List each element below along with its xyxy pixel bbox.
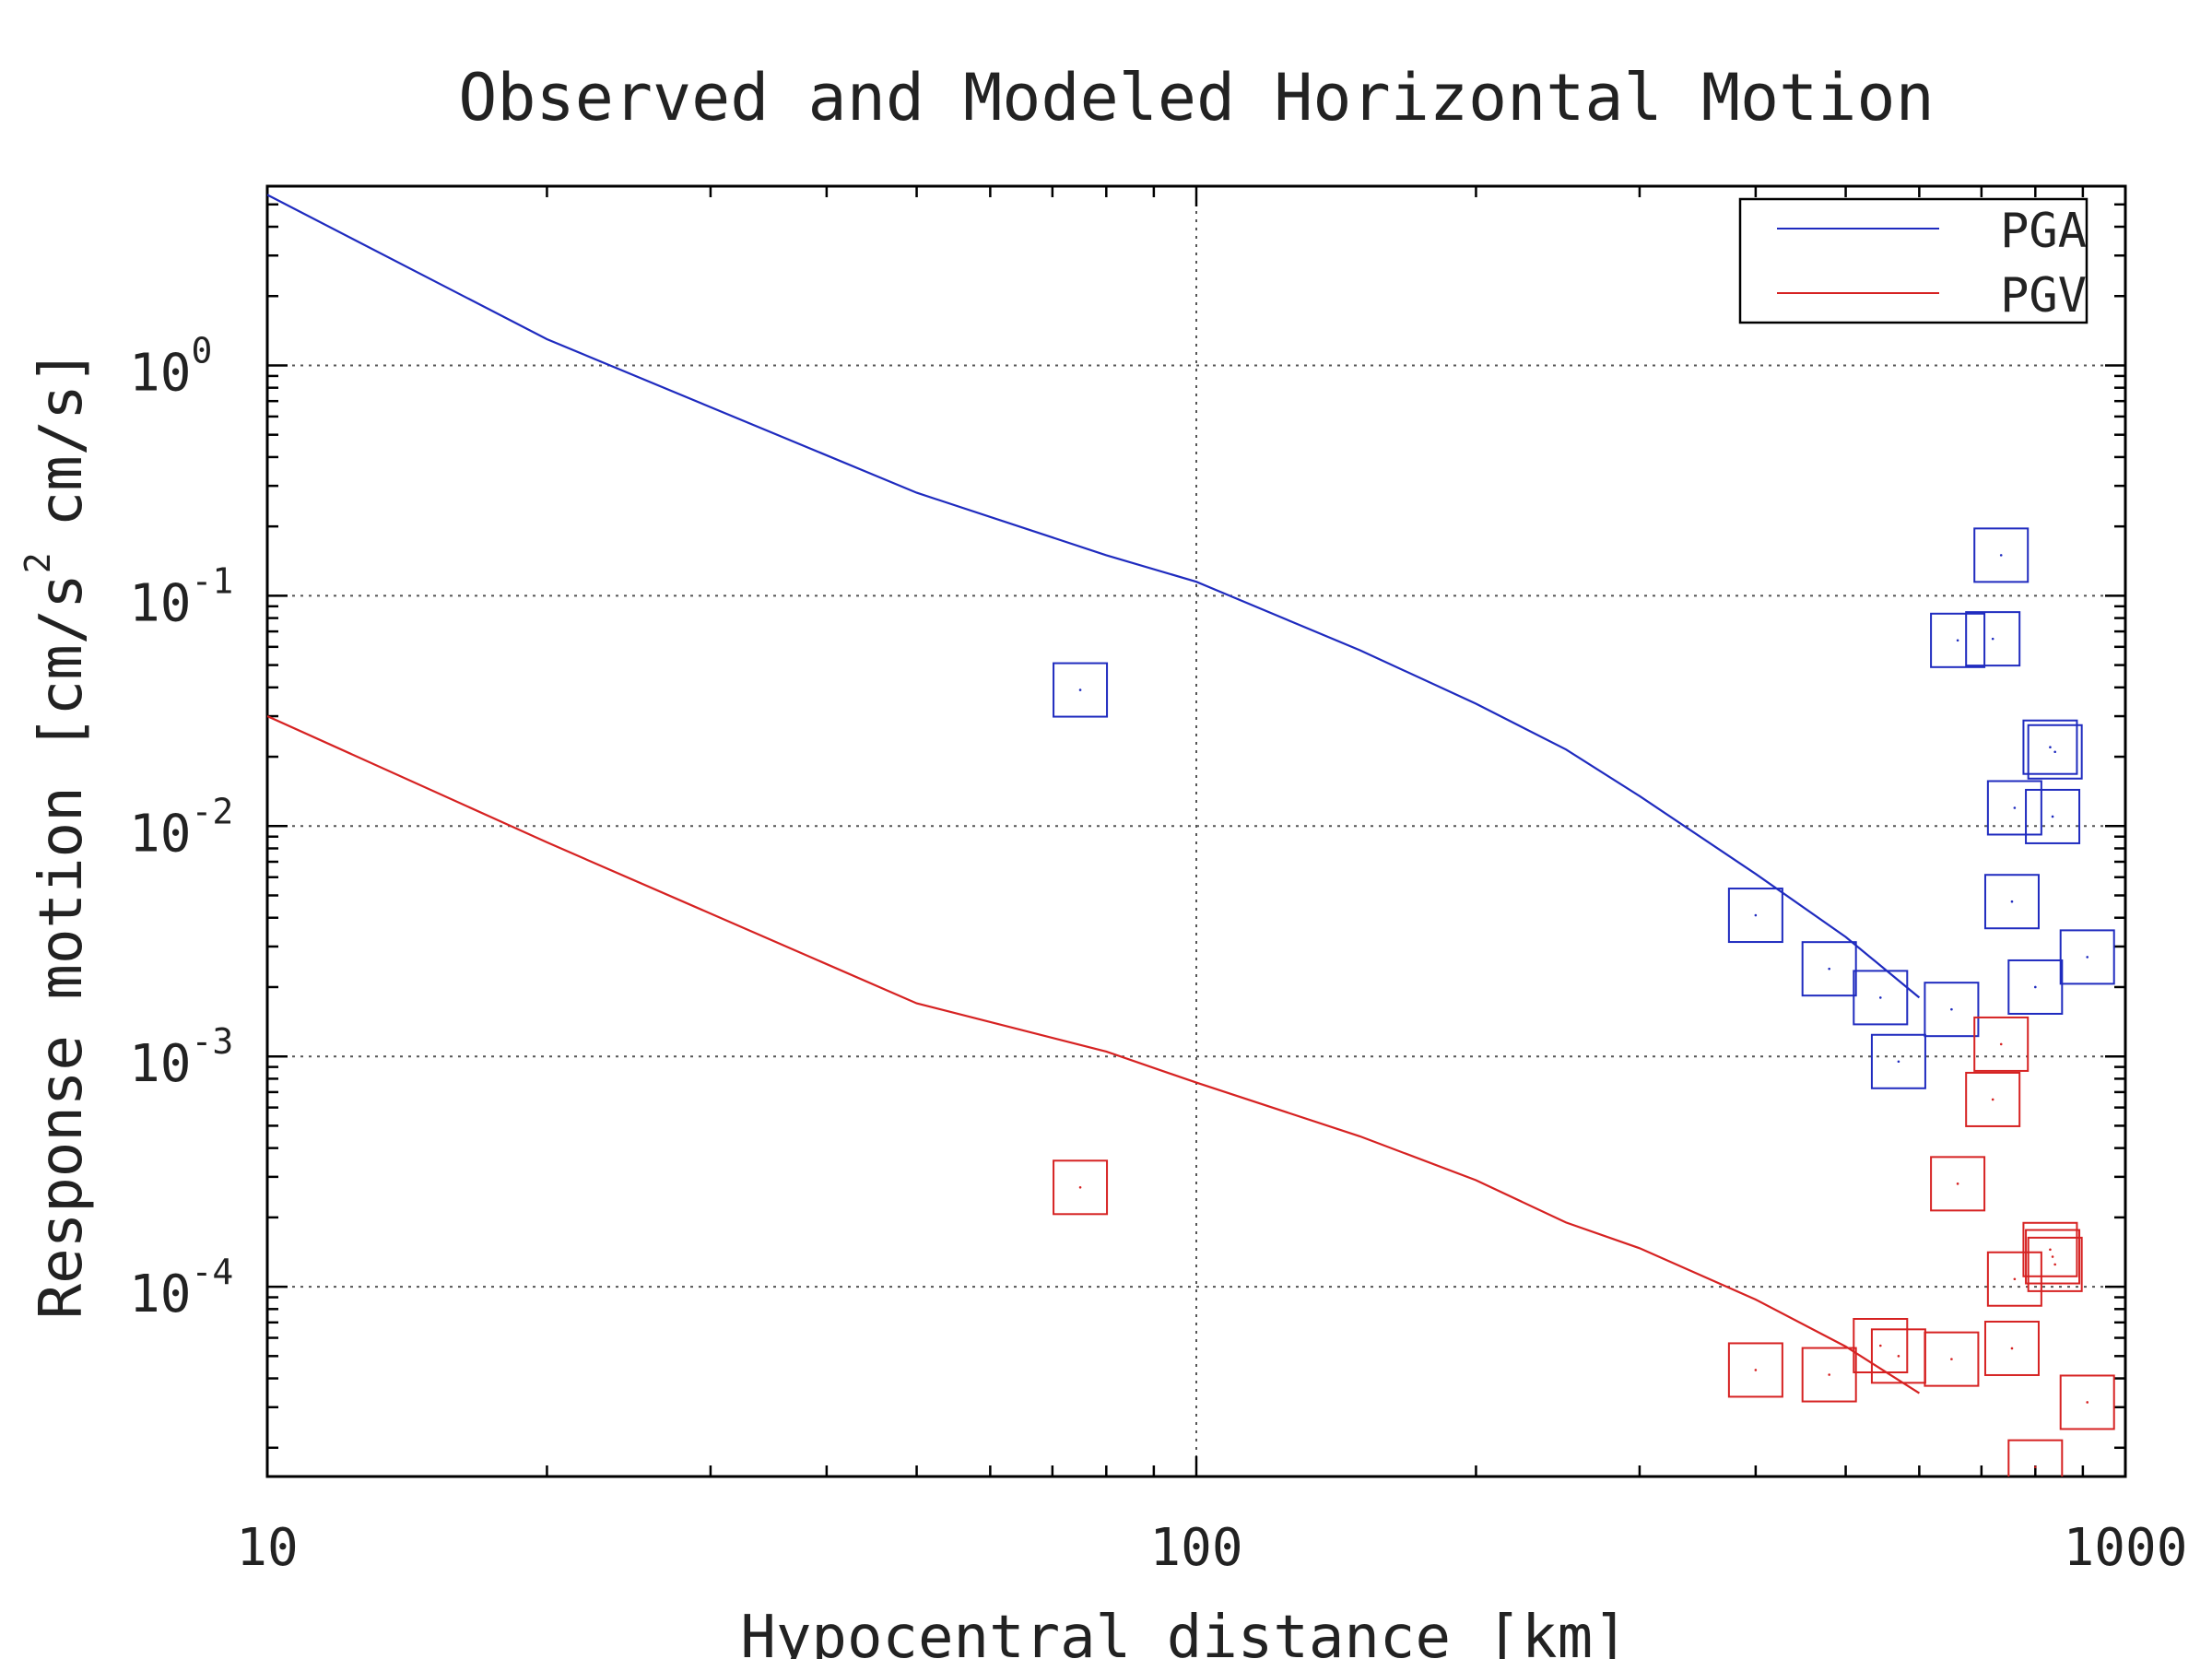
data-point-pga xyxy=(1924,982,1980,1038)
data-point-center-pga xyxy=(1078,688,1082,691)
tick-marks xyxy=(265,184,2125,1477)
data-point-pga xyxy=(2007,959,2064,1015)
legend-label-pgv: PGV xyxy=(2000,268,2087,324)
legend-label-pga: PGA xyxy=(2000,204,2087,259)
data-point-center-pgv xyxy=(2034,1465,2037,1468)
data-point-center-pgv xyxy=(1991,1098,1994,1101)
data-point-center-pga xyxy=(2051,815,2054,818)
data-point-center-pga xyxy=(2086,956,2089,959)
data-point-center-pga xyxy=(2013,806,2017,809)
y-tick-label: 100 xyxy=(129,330,212,403)
data-point-center-pgv xyxy=(1078,1185,1082,1189)
series-lines xyxy=(267,194,1921,1394)
data-point-pga xyxy=(1801,941,1857,997)
data-point-center-pgv xyxy=(1828,1373,1830,1376)
data-point-center-pga xyxy=(2010,900,2014,903)
data-point-center-pgv xyxy=(2049,1248,2052,1252)
x-tick-label: 1000 xyxy=(2064,1518,2188,1578)
data-point-center-pga xyxy=(1999,554,2003,557)
data-point-center-pga xyxy=(2049,746,2052,749)
data-point-center-pgv xyxy=(1999,1042,2003,1046)
data-point-pgv xyxy=(2025,1229,2081,1285)
data-point-center-pgv xyxy=(2053,1263,2056,1266)
y-axis-label-exponent: 2 xyxy=(18,552,58,573)
data-point-pga xyxy=(1983,874,2040,930)
chart-title: Observed and Modeled Horizontal Motion xyxy=(458,60,1934,135)
grid xyxy=(267,186,2125,1477)
data-point-center-pgv xyxy=(2010,1347,2014,1350)
series-line-pga xyxy=(267,194,1921,999)
x-tick-label: 10 xyxy=(236,1518,298,1578)
data-point-pga xyxy=(2027,724,2083,780)
x-axis-label: Hypocentral distance [km] xyxy=(740,1604,1628,1659)
data-point-pga xyxy=(2059,929,2115,985)
data-point-pgv xyxy=(1853,1318,1909,1374)
data-point-pgv xyxy=(1986,1251,2042,1307)
legend: PGA PGV xyxy=(1738,197,2088,324)
data-point-pgv xyxy=(2059,1374,2115,1430)
data-point-pgv xyxy=(1965,1071,2021,1127)
data-point-center-pga xyxy=(2034,985,2037,989)
data-point-center-pgv xyxy=(1878,1344,1882,1347)
data-point-center-pgv xyxy=(2086,1401,2089,1404)
data-point-center-pgv xyxy=(1754,1369,1758,1371)
y-axis-label-suffix: cm/s] xyxy=(28,349,96,527)
series-line-pgv xyxy=(267,714,1920,1394)
data-point-pgv xyxy=(2022,1221,2078,1277)
y-tick-label: 10-4 xyxy=(129,1252,233,1324)
data-point-pgv xyxy=(2007,1439,2064,1477)
data-point-pga xyxy=(1727,888,1783,944)
x-tick-label: 100 xyxy=(1149,1518,1242,1578)
data-point-center-pga xyxy=(1897,1060,1900,1064)
data-point-center-pgv xyxy=(1897,1355,1900,1358)
data-point-pgv xyxy=(1973,1016,2030,1072)
data-point-center-pga xyxy=(1828,967,1830,971)
y-tick-label: 10-1 xyxy=(129,560,233,633)
data-point-center-pgv xyxy=(2051,1255,2054,1258)
y-tick-labels: 100 10-1 10-2 10-3 10-4 xyxy=(129,330,233,1324)
data-point-pga xyxy=(1986,780,2042,836)
data-point-pgv xyxy=(1924,1331,1980,1387)
data-point-pgv xyxy=(1727,1342,1783,1398)
data-point-center-pga xyxy=(2053,750,2056,754)
data-point-pgv xyxy=(2027,1236,2083,1292)
data-point-center-pga xyxy=(1754,913,1758,917)
data-point-center-pga xyxy=(1878,996,1882,999)
data-point-pga xyxy=(2022,719,2078,775)
data-point-center-pga xyxy=(1956,639,1959,642)
data-point-pgv xyxy=(1983,1320,2040,1376)
data-point-pga xyxy=(2025,788,2081,844)
data-point-center-pgv xyxy=(2013,1277,2017,1281)
y-tick-label: 10-3 xyxy=(129,1021,233,1094)
data-point-pgv xyxy=(1801,1347,1857,1403)
y-tick-label: 10-2 xyxy=(129,791,233,864)
legend-box xyxy=(1738,197,2088,324)
data-point-center-pgv xyxy=(1950,1358,1953,1360)
data-point-pgv xyxy=(1930,1156,1986,1212)
data-point-pga xyxy=(1973,527,2030,583)
data-point-center-pgv xyxy=(1956,1182,1959,1185)
data-point-pga xyxy=(1930,612,1986,668)
data-point-pga xyxy=(1965,611,2021,667)
data-point-pga xyxy=(1853,970,1909,1026)
data-point-center-pga xyxy=(1950,1007,1953,1011)
data-point-pga xyxy=(1870,1033,1926,1089)
data-point-center-pga xyxy=(1991,637,1994,641)
y-axis-label: Response motion [cm/s2 cm/s] xyxy=(18,349,96,1320)
data-point-pga xyxy=(1053,662,1109,718)
y-axis-label-text: Response motion [cm/s xyxy=(28,573,96,1319)
data-point-pgv xyxy=(1053,1159,1109,1216)
x-tick-labels: 10 100 1000 xyxy=(236,1518,2187,1578)
series-points xyxy=(1053,527,2115,1477)
